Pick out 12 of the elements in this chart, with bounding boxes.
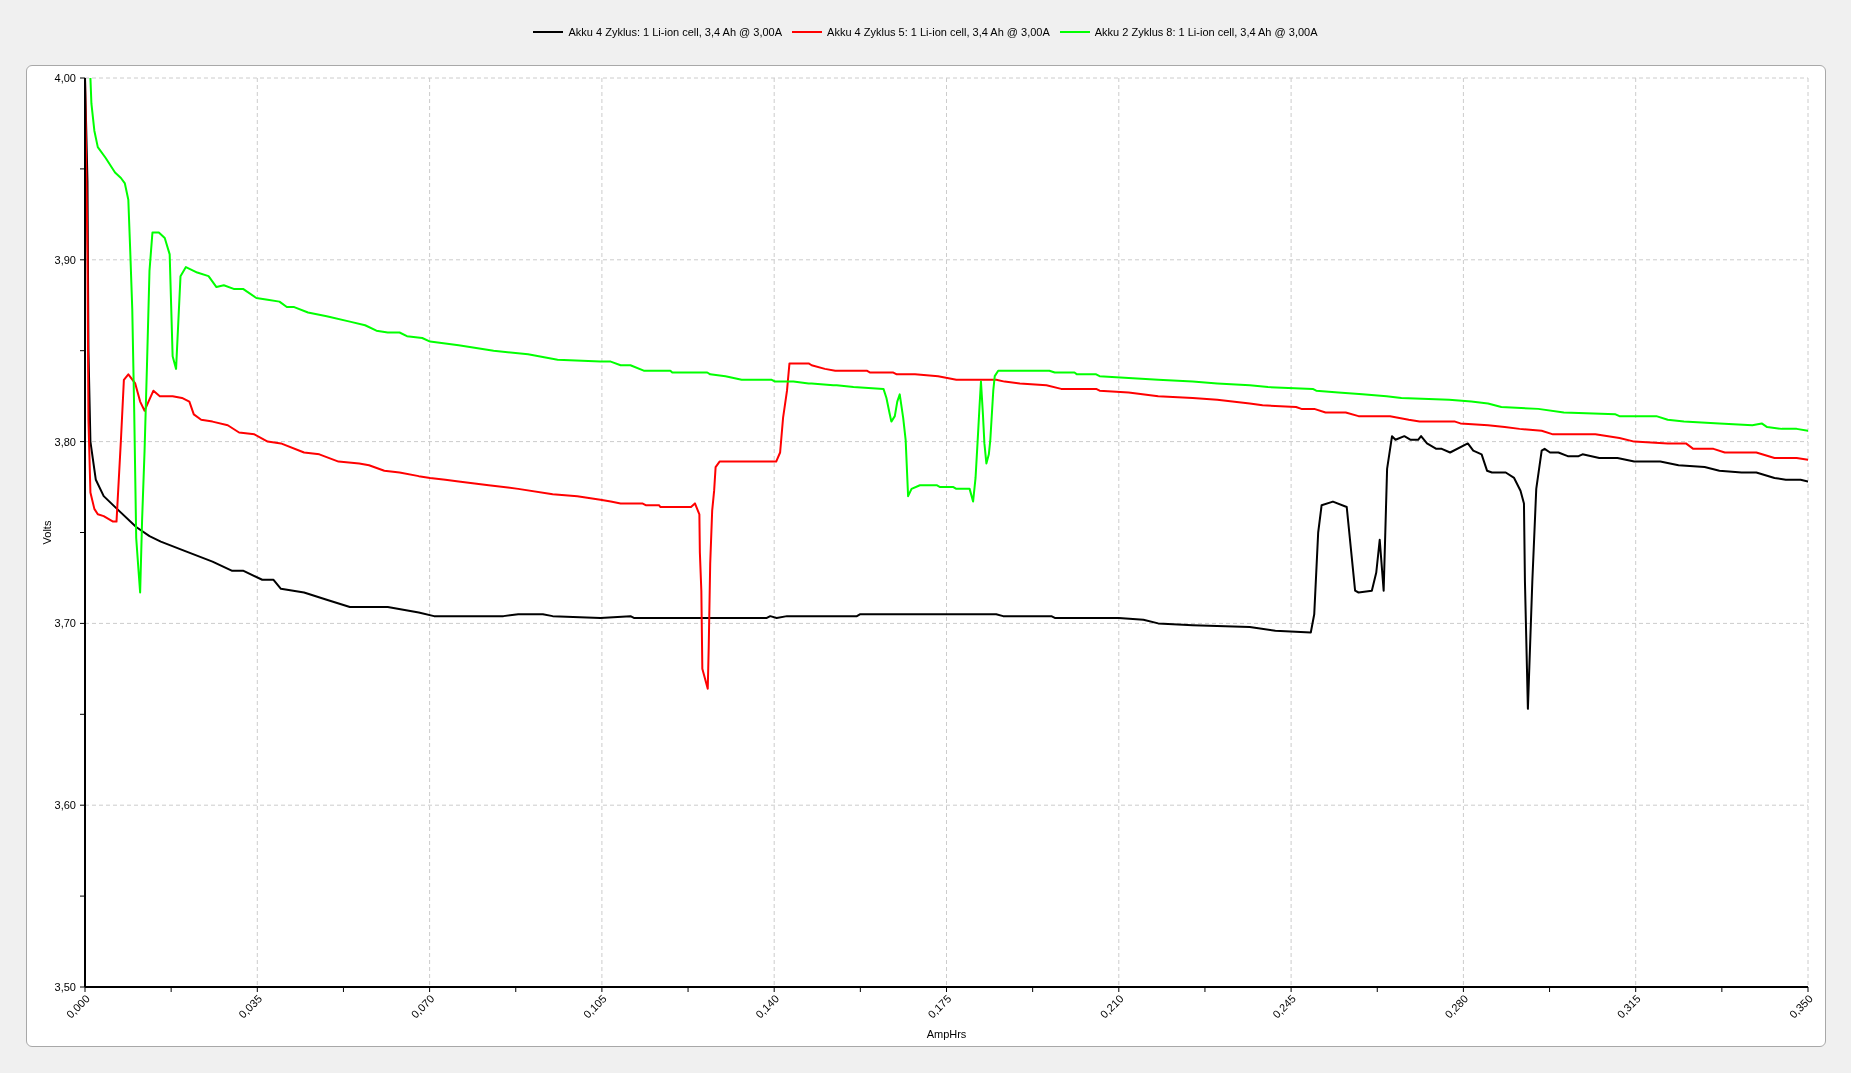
x-axis-title: AmpHrs: [926, 1028, 967, 1040]
y-tick-label: 3,90: [54, 253, 76, 266]
y-axis-title: Volts: [41, 520, 53, 545]
y-tick-label: 3,60: [54, 799, 76, 812]
y-tick-label: 3,70: [54, 617, 76, 630]
legend-label: Akku 4 Zyklus 5: 1 Li-ion cell, 3,4 Ah @ 3,00A: [827, 26, 1050, 38]
line-series: [89, 78, 1808, 594]
y-tick-label: 3,50: [54, 980, 76, 993]
legend-label: Akku 2 Zyklus 8: 1 Li-ion cell, 3,4 Ah @ 3,00A: [1094, 26, 1318, 38]
y-tick-label: 4,00: [54, 71, 76, 84]
y-tick-label: 3,80: [54, 435, 76, 448]
legend-label: Akku 4 Zyklus: 1 Li-ion cell, 3,4 Ah @ 3,00A: [568, 26, 783, 38]
